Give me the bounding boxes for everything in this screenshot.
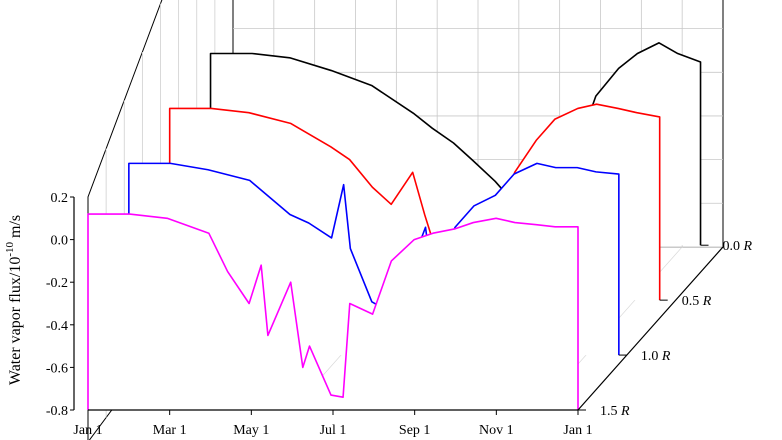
y-tick-label: -0.6 [46, 361, 68, 376]
x-tick-label: Jan 1 [563, 423, 592, 438]
series-label-0: 0.0 R [723, 239, 753, 254]
series-label-value: 1.0 [641, 349, 662, 364]
series-label-value: 0.0 [723, 239, 744, 254]
x-tick-label: Jan 1 [73, 423, 102, 438]
x-tick-label: Mar 1 [153, 423, 187, 438]
y-axis-label-base: Water vapor flux/10 [7, 257, 24, 385]
depth-axis-line [577, 246, 724, 411]
series-label-3: 1.5 R [600, 404, 630, 419]
series-label-value: 1.5 [600, 404, 621, 419]
y-tick-label: 0.2 [51, 191, 69, 206]
y-axis-label-unit: m/s [7, 215, 24, 242]
series-line-3 [87, 213, 579, 410]
y-axis-label: Water vapor flux/10-10 m/s [4, 215, 24, 385]
series-label-value: 0.5 [682, 294, 703, 309]
y-tick-label: -0.8 [46, 404, 68, 419]
x-tick-label: Jul 1 [320, 423, 347, 438]
labels: 0.2 0.0 -0.2 -0.4 -0.6 -0.8 Jan 1 Mar 1 May 1 Jul… [4, 191, 753, 438]
axes [70, 196, 724, 415]
series-label-unit: R [743, 239, 753, 254]
series-layer [87, 42, 702, 410]
series-label-unit: R [702, 294, 712, 309]
x-tick-label: Nov 1 [479, 423, 514, 438]
series-fill-3 [88, 214, 578, 410]
series-label-1: 0.5 R [682, 294, 712, 309]
y-tick-label: -0.4 [46, 319, 68, 334]
x-tick-label: Sep 1 [399, 423, 431, 438]
series-label-unit: R [620, 404, 630, 419]
y-tick-label: -0.2 [46, 276, 68, 291]
y-tick-label: 0.0 [51, 234, 69, 249]
y-axis-label-exponent: -10 [4, 242, 16, 257]
x-tick-label: May 1 [233, 423, 269, 438]
series-label-2: 1.0 R [641, 349, 671, 364]
series-label-unit: R [661, 349, 671, 364]
